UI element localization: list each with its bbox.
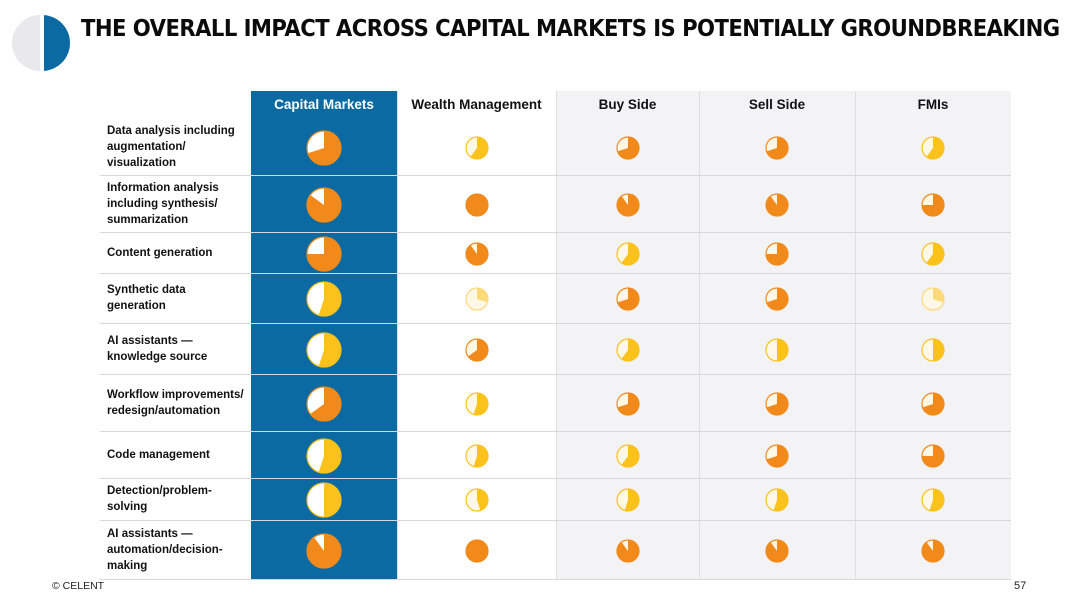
harvey-ball-icon	[306, 281, 342, 317]
row-label: Synthetic data generation	[107, 284, 186, 312]
harvey-ball-icon	[921, 488, 945, 512]
harvey-ball-icon	[921, 391, 945, 416]
harvey-ball-icon	[765, 287, 789, 311]
harvey-ball-icon	[464, 488, 489, 512]
column-divider	[699, 91, 700, 579]
harvey-ball-icon	[921, 241, 945, 266]
harvey-ball-icon	[765, 135, 789, 160]
row-label: Information analysis including synthesis…	[107, 181, 219, 226]
harvey-ball-icon	[921, 337, 945, 362]
harvey-ball-icon	[765, 241, 789, 266]
harvey-ball-icon	[921, 538, 945, 563]
column-divider	[397, 91, 398, 579]
column-header: Wealth Management	[411, 97, 542, 112]
row-divider	[100, 579, 1011, 580]
harvey-ball-icon	[464, 538, 489, 563]
harvey-ball-icon	[615, 241, 640, 266]
page-number: 57	[1014, 580, 1027, 592]
harvey-ball-icon	[921, 135, 945, 160]
harvey-ball-icon	[306, 385, 342, 422]
row-label: AI assistants — automation/decision-maki…	[107, 527, 223, 572]
harvey-ball-icon	[464, 287, 489, 311]
column-header: Buy Side	[598, 97, 657, 112]
row-divider	[100, 431, 1011, 432]
celent-logo	[12, 12, 70, 74]
page-title: THE OVERALL IMPACT ACROSS CAPITAL MARKET…	[81, 16, 1060, 42]
harvey-ball-icon	[464, 192, 489, 217]
harvey-ball-icon	[615, 135, 640, 160]
harvey-ball-icon	[615, 287, 640, 311]
harvey-ball-icon	[306, 482, 342, 518]
harvey-ball-icon	[306, 331, 342, 368]
row-divider	[100, 273, 1011, 274]
row-label: Code management	[107, 448, 210, 461]
column-header: Capital Markets	[251, 91, 397, 118]
harvey-ball-icon	[615, 391, 640, 416]
row-label: Workflow improvements/ redesign/automati…	[107, 388, 244, 417]
harvey-ball-icon	[615, 488, 640, 512]
harvey-ball-icon	[306, 235, 342, 272]
row-divider	[100, 520, 1011, 521]
harvey-ball-icon	[615, 337, 640, 362]
row-label: Data analysis including augmentation/ vi…	[107, 124, 235, 169]
row-divider	[100, 374, 1011, 375]
harvey-ball-icon	[615, 538, 640, 563]
harvey-ball-icon	[464, 135, 489, 160]
row-divider	[100, 323, 1011, 324]
row-divider	[100, 478, 1011, 479]
column-divider	[556, 91, 557, 579]
harvey-ball-icon	[464, 337, 489, 362]
row-divider	[100, 232, 1011, 233]
column-header: Sell Side	[748, 97, 806, 112]
harvey-ball-icon	[921, 192, 945, 217]
harvey-ball-icon	[921, 287, 945, 311]
column-divider	[855, 91, 856, 579]
harvey-ball-icon	[306, 532, 342, 569]
harvey-ball-icon	[765, 192, 789, 217]
harvey-ball-icon	[765, 488, 789, 512]
harvey-ball-icon	[765, 337, 789, 362]
impact-matrix: Capital Markets Wealth Management Buy Side…	[100, 91, 1011, 580]
harvey-ball-icon	[464, 241, 489, 266]
harvey-ball-icon	[765, 538, 789, 563]
copyright-notice: © CELENT	[52, 580, 105, 592]
row-label: AI assistants — knowledge source	[107, 334, 208, 363]
harvey-ball-icon	[464, 443, 489, 468]
harvey-ball-icon	[306, 437, 342, 474]
harvey-ball-icon	[921, 443, 945, 468]
harvey-ball-icon	[765, 443, 789, 468]
row-label: Content generation	[107, 246, 213, 259]
row-label: Detection/problem-solving	[107, 485, 212, 513]
row-divider	[100, 175, 1011, 176]
harvey-ball-icon	[306, 129, 342, 166]
harvey-ball-icon	[765, 391, 789, 416]
harvey-ball-icon	[306, 186, 342, 223]
harvey-ball-icon	[615, 443, 640, 468]
column-header: FMIs	[917, 97, 949, 112]
harvey-ball-icon	[615, 192, 640, 217]
harvey-ball-icon	[464, 391, 489, 416]
